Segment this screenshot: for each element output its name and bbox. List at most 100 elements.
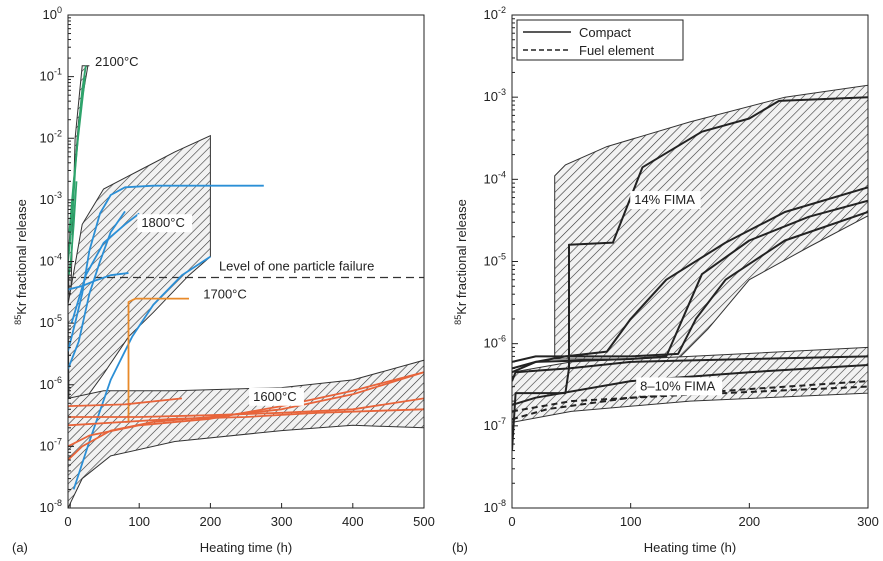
y-tick-exponent: -7	[54, 436, 62, 446]
y-tick-exponent: -4	[54, 252, 62, 262]
y-tick-exponent: -6	[54, 375, 62, 385]
series-line-b-7	[512, 385, 868, 413]
y-tick-label-a--7: 10-7	[40, 436, 62, 453]
y-tick-exponent: -2	[54, 128, 62, 138]
y-tick-exponent: -2	[498, 5, 506, 15]
y-tick-base: 10	[40, 438, 54, 453]
x-tick-label-a-300: 300	[271, 514, 293, 529]
annotation-b-1: 8–10% FIMA	[640, 378, 715, 393]
y-tick-exponent: -3	[498, 87, 506, 97]
y-tick-base: 10	[40, 500, 54, 515]
x-tick-label-b-100: 100	[620, 514, 642, 529]
legend-label-0: Compact	[579, 25, 631, 40]
panel-label-b: (b)	[452, 540, 468, 555]
hatched-band-a-2	[68, 359, 424, 508]
y-tick-label-b--6: 10-6	[484, 334, 506, 351]
y-tick-label-a--1: 10-1	[40, 67, 62, 84]
y-tick-exponent: -7	[498, 416, 506, 426]
y-tick-base: 10	[484, 89, 498, 104]
y-tick-base: 10	[40, 130, 54, 145]
x-tick-label-b-300: 300	[857, 514, 879, 529]
y-axis-label-a: 85Kr fractional release	[13, 199, 29, 325]
y-tick-base: 10	[40, 377, 54, 392]
y-tick-label-b--5: 10-5	[484, 252, 506, 269]
series-line-a-12	[68, 371, 424, 461]
series-line-b-6	[512, 380, 868, 421]
x-tick-label-a-400: 400	[342, 514, 364, 529]
y-tick-exponent: -3	[54, 190, 62, 200]
x-tick-label-a-100: 100	[128, 514, 150, 529]
legend-label-1: Fuel element	[579, 43, 655, 58]
y-axis-label-a-text: Kr fractional release	[14, 199, 29, 315]
y-tick-base: 10	[484, 500, 498, 515]
annotation-b-0: 14% FIMA	[634, 192, 695, 207]
annotation-a-0: 2100°C	[95, 54, 139, 69]
series-line-b-0	[512, 96, 868, 382]
x-tick-label-a-0: 0	[64, 514, 71, 529]
y-tick-base: 10	[484, 336, 498, 351]
x-tick-label-a-500: 500	[413, 514, 435, 529]
series-line-a-6	[70, 212, 140, 324]
y-tick-label-a--5: 10-5	[40, 313, 62, 330]
x-axis-label-b: Heating time (h)	[644, 540, 736, 555]
series-line-a-1	[68, 76, 86, 233]
hatched-band-b-0	[554, 84, 868, 360]
y-tick-label-b--3: 10-3	[484, 87, 506, 104]
x-tick-label-a-200: 200	[200, 514, 222, 529]
reference-line-label: Level of one particle failure	[219, 259, 374, 274]
y-tick-base: 10	[40, 69, 54, 84]
y-tick-base: 10	[40, 315, 54, 330]
y-tick-label-b--2: 10-2	[484, 5, 506, 22]
y-tick-exponent: -5	[54, 313, 62, 323]
annotation-bg-b-1	[636, 377, 723, 396]
annotation-a-1: 1800°C	[141, 215, 185, 230]
annotation-bg-a-1	[137, 214, 193, 233]
y-tick-label-a--6: 10-6	[40, 375, 62, 392]
y-axis-label-b-sup: 85	[453, 315, 463, 325]
y-tick-base: 10	[484, 171, 498, 186]
y-tick-exponent: -1	[54, 67, 62, 77]
y-tick-label-b--7: 10-7	[484, 416, 506, 433]
y-tick-exponent: -8	[498, 498, 506, 508]
annotation-bg-a-0	[91, 52, 146, 71]
y-axis-label-b: 85Kr fractional release	[453, 199, 469, 325]
annotation-a-3: 1600°C	[253, 389, 297, 404]
y-tick-label-b--4: 10-4	[484, 169, 506, 186]
y-tick-label-b--8: 10-8	[484, 498, 506, 515]
panel-label-a: (a)	[12, 540, 28, 555]
y-tick-base: 10	[484, 7, 498, 22]
y-tick-base: 10	[40, 254, 54, 269]
series-line-b-1	[512, 186, 868, 374]
y-tick-exponent: -8	[54, 498, 62, 508]
series-line-b-3	[512, 211, 868, 363]
y-tick-label-a-0: 100	[43, 5, 62, 22]
annotation-bg-b-0	[630, 191, 701, 210]
series-line-a-2	[68, 181, 78, 276]
y-tick-exponent: -4	[498, 169, 506, 179]
y-tick-base: 10	[484, 254, 498, 269]
annotation-a-2: 1700°C	[203, 287, 247, 302]
x-axis-label-a: Heating time (h)	[200, 540, 292, 555]
annotation-bg-a-2	[199, 285, 255, 304]
y-tick-label-a--2: 10-2	[40, 128, 62, 145]
series-line-a-9	[68, 397, 182, 407]
y-tick-label-a--8: 10-8	[40, 498, 62, 515]
y-tick-exponent: 0	[57, 5, 62, 15]
series-line-a-13	[68, 371, 424, 448]
series-line-b-5	[512, 364, 868, 406]
x-tick-label-b-0: 0	[508, 514, 515, 529]
y-tick-exponent: -5	[498, 252, 506, 262]
y-tick-exponent: -6	[498, 334, 506, 344]
series-line-a-4	[68, 184, 264, 352]
series-line-a-5	[68, 210, 126, 370]
series-line-a-3	[68, 272, 129, 291]
series-line-b-2	[512, 199, 868, 370]
x-tick-label-b-200: 200	[738, 514, 760, 529]
y-tick-base: 10	[40, 192, 54, 207]
annotation-bg-a-3	[249, 387, 304, 406]
y-axis-label-b-text: Kr fractional release	[454, 199, 469, 315]
legend-box	[516, 19, 684, 61]
plot-area-b	[512, 84, 868, 451]
